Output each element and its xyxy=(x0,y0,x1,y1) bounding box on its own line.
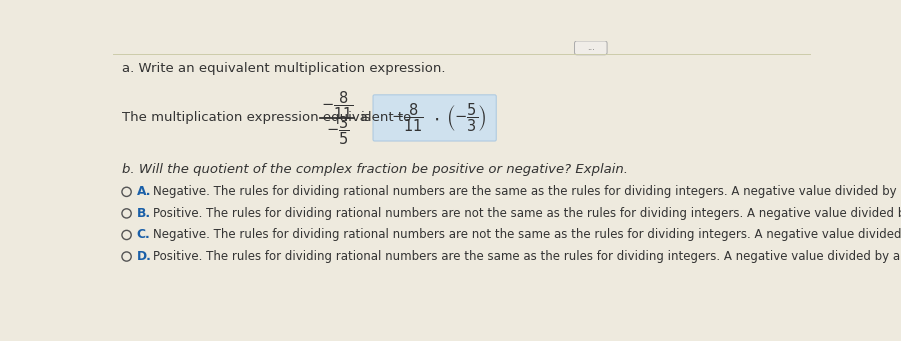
Text: $-\dfrac{8}{11}$: $-\dfrac{8}{11}$ xyxy=(321,89,354,122)
Text: A.: A. xyxy=(137,186,151,198)
Text: a. Write an equivalent multiplication expression.: a. Write an equivalent multiplication ex… xyxy=(122,62,445,75)
Text: $\cdot$: $\cdot$ xyxy=(433,109,440,128)
Text: Positive. The rules for dividing rational numbers are not the same as the rules : Positive. The rules for dividing rationa… xyxy=(153,207,901,220)
Text: Positive. The rules for dividing rational numbers are the same as the rules for : Positive. The rules for dividing rationa… xyxy=(153,250,901,263)
Text: The multiplication expression equivalent to: The multiplication expression equivalent… xyxy=(122,112,411,124)
Text: C.: C. xyxy=(137,228,150,241)
Text: is: is xyxy=(360,112,371,124)
Text: Negative. The rules for dividing rational numbers are the same as the rules for : Negative. The rules for dividing rationa… xyxy=(153,186,901,198)
FancyBboxPatch shape xyxy=(575,41,607,55)
Text: Negative. The rules for dividing rational numbers are not the same as the rules : Negative. The rules for dividing rationa… xyxy=(153,228,901,241)
Text: B.: B. xyxy=(137,207,150,220)
Text: b. Will the quotient of the complex fraction be positive or negative? Explain.: b. Will the quotient of the complex frac… xyxy=(122,163,628,176)
FancyBboxPatch shape xyxy=(373,95,496,141)
Text: ...: ... xyxy=(587,43,595,53)
Text: $\!\left(-\dfrac{5}{3}\right)$: $\!\left(-\dfrac{5}{3}\right)$ xyxy=(448,102,487,134)
Text: $-\dfrac{8}{11}$: $-\dfrac{8}{11}$ xyxy=(391,102,424,134)
Text: $-\dfrac{3}{5}$: $-\dfrac{3}{5}$ xyxy=(325,114,350,147)
Text: D.: D. xyxy=(137,250,151,263)
